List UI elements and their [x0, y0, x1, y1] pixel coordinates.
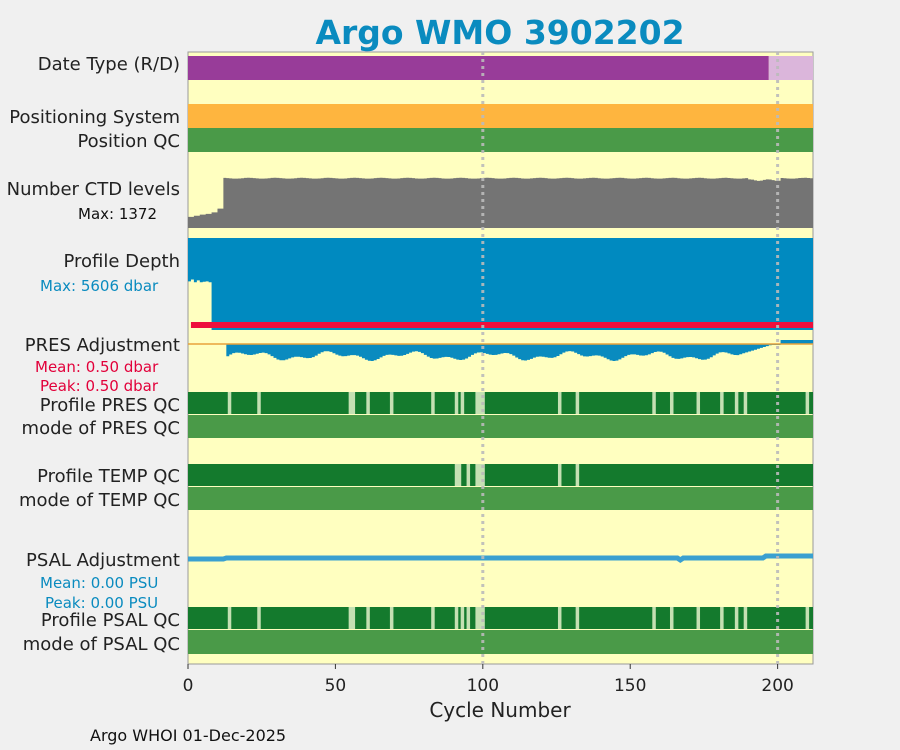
- profile-psal-qc-flag-mark: [257, 607, 261, 629]
- chart-marks: [188, 52, 814, 664]
- profile-pres-qc-flag-mark: [389, 392, 394, 414]
- profile-psal-qc-flag-mark: [481, 607, 485, 629]
- profile-temp-qc-flag-mark: [575, 464, 580, 486]
- pres-adjustment-mean-line: [190, 322, 813, 328]
- profile-depth-series: [188, 238, 813, 330]
- mode-temp-qc-bar: [188, 487, 813, 510]
- label-mode-psal-qc: mode of PSAL QC: [23, 634, 180, 655]
- profile-pres-qc-flag-mark: [257, 392, 261, 414]
- label-pres-adjustment: PRES Adjustment: [25, 335, 180, 356]
- x-tick-label: 0: [183, 676, 194, 696]
- psal-adjustment-series: [188, 553, 813, 564]
- ctd-max-annotation: Max: 1372: [78, 205, 157, 223]
- profile-pres-qc-flag-mark: [460, 392, 465, 414]
- pres-peak-annotation: Peak: 0.50 dbar: [40, 377, 159, 395]
- ctd-levels-series: [188, 177, 813, 228]
- profile-psal-qc-flag-mark: [460, 607, 465, 629]
- profile-pres-qc-flag-mark: [227, 392, 232, 414]
- position-qc-bar: [188, 128, 813, 152]
- pres-mean-annotation: Mean: 0.50 dbar: [35, 358, 159, 376]
- profile-psal-qc-flag-mark: [743, 607, 748, 629]
- profile-pres-qc-flag-mark: [652, 392, 656, 414]
- profile-temp-qc-flag-mark: [466, 464, 471, 486]
- profile-pres-qc-flag-mark: [720, 392, 724, 414]
- x-tick-label: 150: [614, 676, 646, 696]
- profile-psal-qc-flag-mark: [575, 607, 580, 629]
- label-mode-pres-qc: mode of PRES QC: [22, 418, 180, 439]
- profile-psal-qc-flag-mark: [734, 607, 739, 629]
- label-profile-temp-qc: Profile TEMP QC: [37, 466, 180, 487]
- profile-psal-qc-flag-mark: [478, 607, 482, 629]
- profile-pres-qc-flag-mark: [696, 392, 701, 414]
- label-profile-depth: Profile Depth: [63, 251, 180, 272]
- profile-psal-qc-flag-mark: [805, 607, 810, 629]
- profile-psal-qc-flag-mark: [366, 607, 370, 629]
- profile-psal-qc-flag-mark: [652, 607, 656, 629]
- profile-temp-qc-flag-mark: [475, 464, 479, 486]
- depth-max-annotation: Max: 5606 dbar: [40, 277, 159, 295]
- date-type-realtime-bar: [188, 56, 769, 80]
- profile-pres-qc-flag-mark: [366, 392, 370, 414]
- profile-pres-qc-flag-mark: [478, 392, 482, 414]
- profile-psal-qc-flag-mark: [696, 607, 701, 629]
- profile-psal-qc-flag-mark: [389, 607, 394, 629]
- profile-psal-qc-flag-mark: [557, 607, 562, 629]
- profile-pres-qc-flag-mark: [743, 392, 748, 414]
- profile-psal-qc-flag-mark: [431, 607, 435, 629]
- label-profile-pres-qc: Profile PRES QC: [40, 395, 180, 416]
- profile-psal-qc-flag-mark: [669, 607, 674, 629]
- mode-pres-qc-bar: [188, 415, 813, 438]
- profile-psal-qc-flag-mark: [720, 607, 724, 629]
- label-profile-psal-qc: Profile PSAL QC: [41, 610, 180, 631]
- pres-adjustment-series: [226, 340, 814, 361]
- psal-peak-annotation: Peak: 0.00 PSU: [45, 594, 158, 612]
- label-positioning-system: Positioning System: [9, 107, 180, 128]
- mode-psal-qc-bar: [188, 630, 813, 654]
- label-psal-adjustment: PSAL Adjustment: [26, 550, 180, 571]
- profile-pres-qc-flag-mark: [454, 392, 459, 414]
- profile-pres-qc-flag-mark: [348, 392, 353, 414]
- label-ctd-levels: Number CTD levels: [7, 179, 180, 200]
- x-tick-label: 100: [467, 676, 499, 696]
- profile-pres-qc-flag-mark: [475, 392, 479, 414]
- profile-psal-qc-flag-mark: [348, 607, 353, 629]
- label-mode-temp-qc: mode of TEMP QC: [19, 490, 180, 511]
- profile-temp-qc-flag-mark: [454, 464, 459, 486]
- profile-temp-qc-flag-mark: [478, 464, 482, 486]
- profile-psal-qc-flag-mark: [227, 607, 232, 629]
- label-position-qc: Position QC: [77, 131, 180, 152]
- profile-psal-qc-flag-mark: [475, 607, 479, 629]
- x-tick-label: 50: [325, 676, 347, 696]
- profile-pres-qc-flag-mark: [557, 392, 562, 414]
- profile-temp-qc-flag-mark: [557, 464, 562, 486]
- x-axis-label: Cycle Number: [429, 698, 571, 722]
- x-tick-label: 200: [761, 676, 793, 696]
- profile-pres-qc-flag-mark: [734, 392, 739, 414]
- profile-pres-qc-flag-mark: [431, 392, 435, 414]
- label-date-type: Date Type (R/D): [38, 54, 180, 75]
- profile-psal-qc-bar: [188, 607, 813, 629]
- profile-temp-qc-bar: [188, 464, 813, 486]
- profile-pres-qc-flag-mark: [575, 392, 580, 414]
- profile-temp-qc-flag-mark: [457, 464, 462, 486]
- chart-title: Argo WMO 3902202: [315, 13, 684, 52]
- profile-psal-qc-flag-mark: [454, 607, 459, 629]
- profile-pres-qc-flag-mark: [351, 392, 356, 414]
- footer-credit: Argo WHOI 01-Dec-2025: [90, 726, 286, 745]
- profile-psal-qc-flag-mark: [466, 607, 471, 629]
- date-type-delayed-bar: [768, 56, 813, 80]
- x-axis: 0 50 100 150 200: [183, 664, 794, 696]
- profile-pres-qc-flag-mark: [669, 392, 674, 414]
- profile-pres-qc-bar: [188, 392, 813, 414]
- positioning-system-bar: [188, 104, 813, 128]
- psal-mean-annotation: Mean: 0.00 PSU: [40, 574, 158, 592]
- profile-pres-qc-flag-mark: [805, 392, 810, 414]
- profile-psal-qc-flag-mark: [351, 607, 356, 629]
